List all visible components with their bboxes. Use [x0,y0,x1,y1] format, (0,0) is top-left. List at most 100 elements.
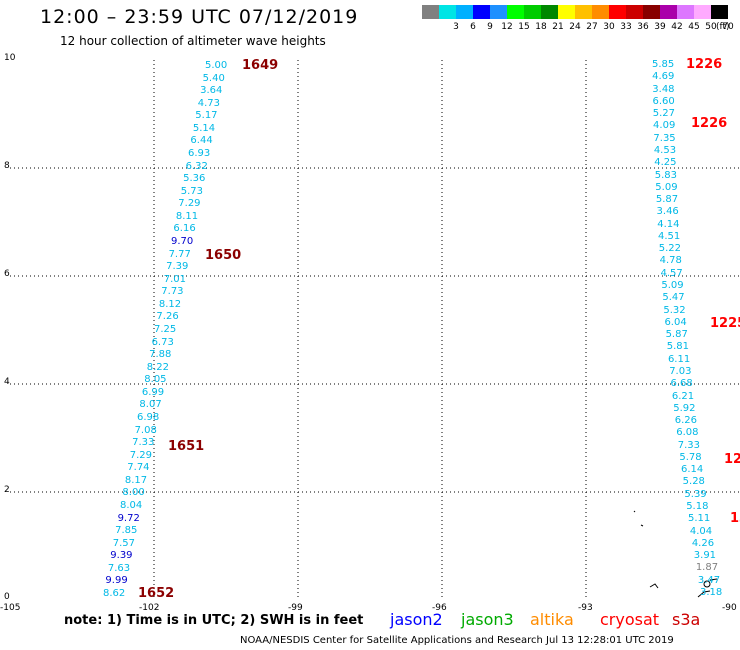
wave-height-label: 5.18 [686,501,709,513]
scale-label: 6 [470,22,476,32]
wave-height-label: 5.73 [180,185,203,197]
wave-height-label: 5.87 [665,329,688,341]
wave-height-label: 4.14 [657,218,680,230]
wave-height-label: 5.39 [684,488,707,500]
wave-height-label: 5.81 [666,341,689,353]
wave-height-label: 5.28 [682,476,705,488]
scale-swatch [456,5,473,19]
scale-swatch [643,5,660,19]
wave-height-label: 3.46 [656,206,679,218]
wave-height-label: 7.29 [178,198,201,210]
wave-height-label: 4.09 [653,120,676,132]
wave-height-label: 7.74 [127,462,150,474]
wave-height-label: 4.04 [689,525,713,537]
time-label: 1649 [242,58,279,73]
wave-height-label: 6.99 [141,386,165,398]
wave-height-label: 7.57 [112,537,135,549]
wave-height-label: 8.62 [103,588,126,599]
x-tick-label: -90 [722,603,737,613]
wave-height-label: 7.26 [156,311,179,323]
scale-unit: (ft) [716,22,730,32]
wave-height-label: 6.98 [137,412,160,423]
wave-height-label: 5.92 [673,402,696,414]
scale-label: 50 [705,22,717,32]
wave-height-label: 5.85 [652,59,675,70]
wave-height-label: 9.70 [171,236,194,247]
scale-swatch [473,5,490,19]
wave-height-label: 8.11 [175,210,199,222]
wave-height-label: 7.33 [677,439,701,451]
scale-label: 21 [552,22,564,32]
wave-height-label: 6.44 [190,135,213,147]
wave-height-label: 6.08 [676,427,699,439]
wave-height-label: 6.73 [151,336,174,348]
scale-swatch [626,5,643,19]
wave-height-label: 4.25 [654,157,677,169]
scale-label: 15 [518,22,530,32]
scale-label: 45 [688,22,700,32]
wave-height-label: 7.35 [653,132,676,144]
wave-height-label: 8.17 [124,474,148,486]
wave-height-label: 5.78 [679,451,702,463]
scale-label: 36 [637,22,649,32]
scale-label: 9 [487,22,493,32]
wave-height-label: 8.00 [122,487,145,499]
wave-height-label: 7.88 [149,349,172,361]
wave-height-label: 5.09 [661,280,684,292]
x-tick-label: -99 [288,603,303,613]
x-tick-label: -105 [0,603,21,613]
time-label: 1226 [691,116,728,131]
wave-height-label: 6.11 [667,353,691,365]
wave-height-label: 7.01 [163,273,186,285]
scale-swatch [677,5,694,19]
satellite-legend-jason2: jason2 [390,610,443,629]
wave-height-label: 7.39 [166,261,189,273]
scale-swatch [694,5,711,19]
time-label: 12 [724,452,740,467]
scale-swatch [490,5,507,19]
y-tick-label: 10 [4,53,16,63]
scale-swatch [439,5,456,19]
wave-height-label: 7.77 [168,248,191,260]
scale-label: 24 [569,22,581,32]
x-tick-label: -102 [139,603,160,613]
wave-height-label: 4.78 [659,255,682,267]
wave-height-label: 4.51 [657,230,681,242]
wave-height-label: 4.53 [653,144,677,156]
wave-height-label: 9.39 [110,550,133,562]
coastline-fragment [633,510,644,527]
y-tick-label: 0 [4,592,10,602]
coastline-island [703,580,711,588]
wave-height-label: 5.40 [202,72,225,84]
y-tick-label: 4 [4,377,10,387]
wave-height-label: 6.32 [185,160,208,172]
time-label: 13 [730,511,740,526]
wave-height-label: 4.69 [652,71,675,83]
wave-height-label: 3.48 [652,83,675,95]
wave-height-label: 7.03 [669,365,692,377]
scale-swatch [524,5,541,19]
scale-label: 39 [654,22,666,32]
wave-height-label: 6.60 [652,95,675,107]
wave-height-label: 5.22 [658,243,681,255]
scale-swatch [575,5,592,19]
satellite-legend-altika: altika [530,610,574,629]
wave-height-label: 5.87 [655,194,679,206]
wave-height-label: 7.63 [107,562,131,574]
wave-height-label: 4.57 [660,267,683,279]
wave-height-label: 5.27 [652,108,676,120]
scale-swatch [558,5,575,19]
wave-height-label: 7.33 [132,437,155,449]
wave-height-label: 9.99 [105,575,128,587]
time-label: 1225 [710,316,740,331]
wave-height-label: 3.64 [200,85,223,97]
scale-label: 30 [603,22,615,32]
wave-height-label: 1.87 [695,562,719,574]
wave-height-label: 5.83 [654,169,678,181]
scale-label: 18 [535,22,547,32]
scale-label: 27 [586,22,598,32]
wave-height-label: 8.07 [139,399,162,411]
wave-height-label: 6.93 [188,148,211,159]
wave-height-label: 3.18 [700,587,723,598]
wave-height-label: 5.11 [688,513,711,525]
